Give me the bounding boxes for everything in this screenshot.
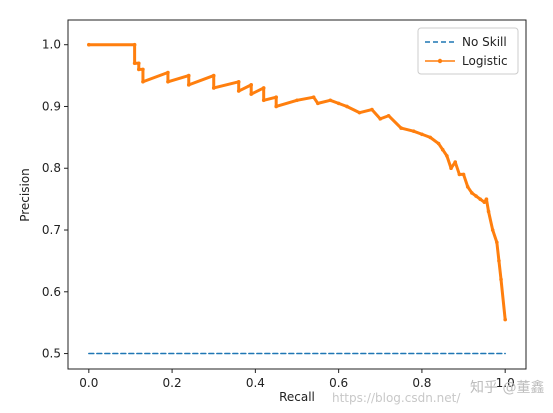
logistic-data-point <box>478 197 483 201</box>
logistic-data-point <box>316 101 320 106</box>
logistic-data-point <box>136 67 141 72</box>
logistic-data-point <box>236 79 241 84</box>
logistic-data-point <box>136 61 141 66</box>
logistic-data-point <box>482 200 487 205</box>
logistic-data-point <box>428 135 433 140</box>
y-axis-label: Precision <box>18 168 32 222</box>
logistic-data-point <box>141 79 145 84</box>
logistic-data-point <box>461 172 466 177</box>
legend-logistic-marker <box>437 58 443 64</box>
x-tick-label: 0.6 <box>329 376 348 390</box>
logistic-data-point <box>249 92 253 96</box>
logistic-data-point <box>499 277 503 282</box>
x-tick-label: 0.4 <box>246 376 265 390</box>
logistic-data-point <box>236 89 241 93</box>
logistic-data-point <box>370 107 374 112</box>
logistic-data-point <box>445 154 449 158</box>
watermark-url: https://blog.csdn.net/ <box>332 391 461 405</box>
logistic-data-point <box>453 160 458 164</box>
logistic-data-point <box>141 67 145 72</box>
logistic-data-point <box>261 98 266 103</box>
y-tick-label: 0.5 <box>42 347 61 361</box>
logistic-data-point <box>490 228 495 232</box>
logistic-data-point <box>357 110 362 115</box>
series-layer <box>87 42 507 355</box>
logistic-data-point <box>440 147 445 152</box>
logistic-data-point <box>465 184 470 189</box>
legend-no-skill-label: No Skill <box>462 35 507 49</box>
logistic-data-point <box>311 95 316 100</box>
legend-box <box>417 27 519 75</box>
logistic-data-point <box>274 104 278 109</box>
logistic-data-point <box>503 317 507 322</box>
y-tick-label: 0.6 <box>42 285 61 299</box>
logistic-data-point <box>166 70 170 75</box>
y-axis-ticks: 0.5 0.6 0.7 0.8 0.9 1.0 <box>42 38 68 361</box>
x-tick-label: 0.2 <box>163 376 182 390</box>
watermark-author: 知乎 @董鑫 <box>470 379 544 396</box>
logistic-data-point <box>295 98 299 103</box>
legend: No Skill Logistic <box>417 27 519 75</box>
logistic-data-point <box>186 83 191 87</box>
logistic-data-point <box>211 86 216 90</box>
x-tick-label: 1.0 <box>496 376 515 390</box>
logistic-data-point <box>457 172 462 177</box>
logistic-data-point <box>132 42 137 47</box>
y-tick-label: 0.7 <box>42 223 61 237</box>
logistic-data-point <box>420 132 424 137</box>
logistic-data-point <box>436 141 441 146</box>
y-tick-label: 1.0 <box>42 38 61 52</box>
logistic-data-point <box>87 42 91 47</box>
y-tick-label: 0.9 <box>42 99 61 113</box>
logistic-data-point <box>249 83 253 87</box>
logistic-data-point <box>470 191 474 195</box>
logistic-data-point <box>486 209 491 214</box>
x-axis-label: Recall <box>279 390 315 404</box>
logistic-data-point <box>274 95 278 100</box>
legend-logistic-label: Logistic <box>462 54 508 68</box>
logistic-data-point <box>378 117 383 121</box>
logistic-data-point <box>386 113 391 118</box>
logistic-data-point <box>211 73 216 78</box>
logistic-data-point <box>399 126 403 130</box>
logistic-data-point <box>166 79 170 84</box>
logistic-data-point <box>328 98 333 103</box>
logistic-data-point <box>132 61 137 66</box>
logistic-data-point <box>495 240 499 245</box>
y-tick-label: 0.8 <box>42 161 61 175</box>
logistic-data-point <box>411 129 416 133</box>
logistic-data-point <box>336 101 341 106</box>
logistic-data-point <box>497 259 501 263</box>
x-tick-label: 0.8 <box>412 376 431 390</box>
logistic-data-point <box>484 197 489 201</box>
x-tick-label: 0.0 <box>79 376 98 390</box>
logistic-data-point <box>449 166 453 171</box>
x-axis-ticks: 0.0 0.2 0.4 0.6 0.8 1.0 <box>79 369 515 390</box>
logistic-data-point <box>261 86 266 90</box>
logistic-data-point <box>345 104 349 109</box>
logistic-data-point <box>186 73 191 78</box>
logistic-data-point <box>474 194 478 198</box>
